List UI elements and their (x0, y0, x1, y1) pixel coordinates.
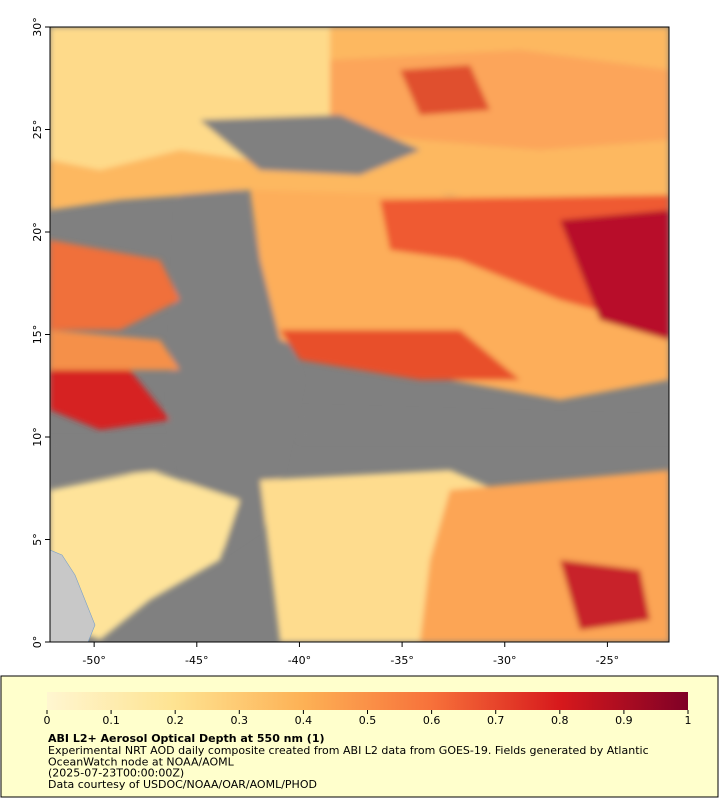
y-tick-label: 5° (31, 533, 44, 546)
x-tick-label: -30° (493, 654, 516, 667)
colorbar-tick-label: 1 (685, 714, 692, 727)
y-tick-label: 15° (31, 325, 44, 345)
y-tick-label: 25° (31, 120, 44, 140)
colorbar-tick-label: 0.4 (295, 714, 313, 727)
colorbar-tick-label: 0.3 (231, 714, 249, 727)
colorbar-tick-label: 0.9 (615, 714, 633, 727)
legend-title: ABI L2+ Aerosol Optical Depth at 550 nm … (48, 732, 325, 745)
x-tick-label: -25° (596, 654, 619, 667)
legend-line: Data courtesy of USDOC/NOAA/OAR/AOML/PHO… (48, 778, 317, 791)
colorbar-tick-label: 0.2 (166, 714, 184, 727)
legend-text: Experimental NRT AOD daily composite cre… (48, 744, 649, 791)
x-tick-label: -35° (390, 654, 413, 667)
x-tick-label: -50° (82, 654, 105, 667)
x-tick-label: -45° (185, 654, 208, 667)
y-tick-label: 30° (31, 17, 44, 37)
y-tick-label: 10° (31, 427, 44, 447)
colorbar-tick-label: 0 (44, 714, 51, 727)
colorbar-tick-label: 0.5 (359, 714, 377, 727)
aod-field (50, 27, 669, 642)
colorbar-tick-label: 0.6 (423, 714, 441, 727)
colorbar-tick-label: 0.1 (102, 714, 120, 727)
legend-line: Experimental NRT AOD daily composite cre… (48, 744, 649, 757)
y-tick-label: 0° (31, 636, 44, 649)
colorbar-tick-label: 0.7 (487, 714, 505, 727)
legend-line: OceanWatch node at NOAA/AOML (48, 755, 235, 768)
x-tick-label: -40° (288, 654, 311, 667)
colorbar-tick-label: 0.8 (551, 714, 569, 727)
legend-line: (2025-07-23T00:00:00Z) (48, 767, 184, 780)
y-tick-label: 20° (31, 222, 44, 242)
color-scale (47, 692, 688, 710)
